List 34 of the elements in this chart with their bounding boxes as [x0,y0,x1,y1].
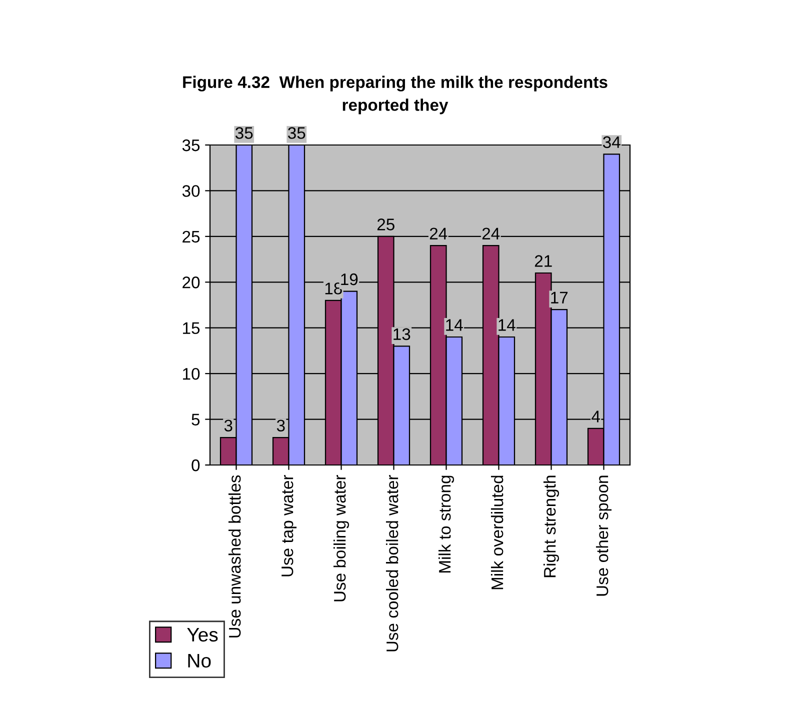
data-label: 3 [276,420,285,432]
x-tick-label: Milk to strong [438,476,454,572]
data-label: 34 [602,136,620,148]
data-label: 35 [288,127,306,139]
data-label: 24 [482,228,500,240]
data-label: 19 [341,273,358,286]
x-tick-label: Use cooled boiled water [386,474,398,652]
chart-title: Figure 4.32 When preparing the milk the respondents reported they [183,76,608,114]
x-tick-label: Use tap water [282,474,297,576]
data-label: 21 [534,255,552,267]
y-tick-label: 0 [192,459,200,472]
y-tick-label: 25 [182,230,200,243]
x-tick-label: Right strength [543,476,560,578]
y-tick-label: 20 [182,276,200,288]
legend-label: No [188,654,211,668]
y-tick-label: 30 [182,185,200,197]
data-label: 13 [394,328,410,340]
data-label: 14 [446,319,463,331]
x-tick-label: Use other spoon [596,476,612,596]
y-tick-label: 15 [183,322,200,334]
x-tick-label: Use unwashed bottles [228,475,241,638]
data-label: 14 [498,319,516,331]
data-label: 25 [377,218,394,230]
data-label: 24 [430,228,448,240]
data-label: 4 [592,410,600,422]
x-tick-label: Use boiling water [333,474,350,602]
y-tick-label: 10 [183,368,200,380]
data-label: 35 [235,127,253,139]
y-tick-label: 35 [182,139,200,152]
legend-label: Yes [187,628,218,642]
data-label: 17 [551,292,568,304]
y-tick-label: 5 [192,414,200,426]
x-tick-label: Milk overdiluted [490,476,504,590]
data-label: 3 [224,420,232,432]
